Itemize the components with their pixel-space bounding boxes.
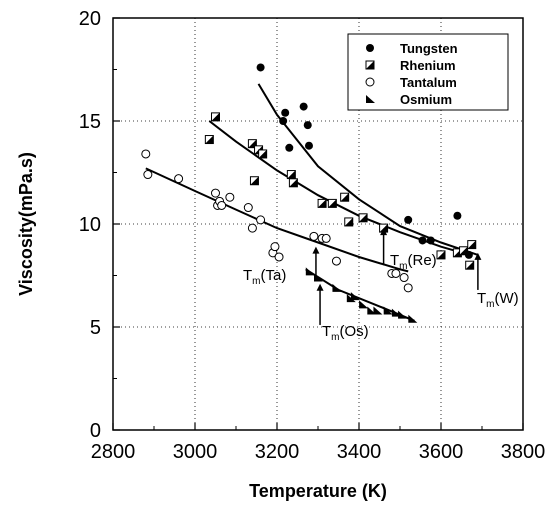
rhenium-point: [249, 176, 259, 186]
tm-arrow-head: [312, 246, 320, 254]
tantalum-point: [225, 192, 235, 202]
tantalum-point: [274, 252, 284, 262]
tantalum-point: [321, 233, 331, 243]
tantalum-point: [403, 283, 413, 293]
tungsten-point: [404, 215, 413, 224]
osmium-point: [305, 267, 315, 276]
x-tick-label: 3000: [173, 441, 218, 463]
rhenium-point: [327, 198, 337, 208]
tungsten-point: [285, 143, 294, 152]
axis-ticks: 2800 3000 3200 3400 3600 3800 0 5 10 15 20: [79, 8, 546, 463]
rhenium-point: [286, 170, 296, 180]
rhenium-point: [317, 198, 327, 208]
osmium-point: [373, 306, 383, 315]
y-tick-label: 0: [90, 420, 101, 442]
tantalum-point: [243, 203, 253, 213]
tm-label: Tm(Os): [322, 323, 369, 343]
osmium-point: [408, 314, 418, 323]
rhenium-point: [344, 217, 354, 227]
legend-marker-rhenium: [365, 60, 375, 70]
rhenium-point: [340, 192, 350, 202]
x-tick-label: 3600: [419, 441, 464, 463]
tantalum-point: [256, 215, 266, 225]
legend-marker-tungsten: [366, 44, 374, 52]
rhenium-point: [459, 246, 469, 256]
legend-marker-osmium: [366, 95, 375, 103]
tantalum-point: [174, 174, 184, 184]
tungsten-point: [303, 121, 312, 130]
rhenium-point: [465, 260, 475, 270]
tm-arrow-head: [474, 252, 482, 260]
tungsten-point: [299, 102, 308, 111]
legend-marker-tantalum: [365, 77, 375, 87]
legend-label-tungsten: Tungsten: [400, 41, 458, 56]
osmium-point: [359, 300, 369, 309]
tungsten-point: [281, 108, 290, 117]
rhenium-point: [204, 135, 214, 145]
tantalum-point: [309, 231, 319, 241]
osmium-point: [350, 292, 360, 301]
tantalum-point: [399, 273, 409, 283]
y-tick-label: 20: [79, 8, 101, 30]
y-tick-label: 15: [79, 111, 101, 133]
rhenium-point: [288, 178, 298, 188]
tantalum-point: [211, 188, 220, 198]
legend-label-osmium: Osmium: [400, 92, 452, 107]
rhenium-point: [467, 240, 477, 250]
tantalum-point: [270, 242, 280, 252]
tantalum-point: [247, 223, 257, 233]
tm-label: Tm(Re): [390, 252, 437, 272]
fit-curves: [145, 83, 479, 322]
tantalum-point: [141, 149, 151, 159]
tungsten-point: [304, 141, 313, 150]
tm-label: Tm(Ta): [243, 267, 286, 287]
tantalum-point: [143, 170, 153, 180]
rhenium-point: [436, 250, 446, 260]
osmium-point: [332, 283, 342, 292]
x-axis-label: Temperature (K): [249, 481, 387, 501]
x-tick-label: 3400: [337, 441, 382, 463]
x-tick-label: 3200: [255, 441, 300, 463]
legend-label-rhenium: Rhenium: [400, 58, 456, 73]
tungsten-point: [256, 63, 265, 72]
tantalum-fit-curve: [145, 167, 409, 273]
legend-label-tantalum: Tantalum: [400, 75, 457, 90]
tm-arrow-head: [316, 283, 324, 291]
tm-arrow-head: [380, 228, 388, 236]
tungsten-point: [418, 236, 427, 245]
tungsten-point: [426, 236, 435, 245]
osmium-point: [383, 306, 393, 315]
tungsten-fit-curve: [257, 83, 479, 256]
tantalum-point: [331, 256, 341, 266]
osmium-point: [398, 310, 408, 319]
legend: Tungsten Rhenium Tantalum Osmium: [347, 33, 509, 111]
y-axis-label: Viscosity(mPa.s): [16, 152, 36, 296]
rhenium-fit-curve: [208, 120, 470, 256]
legend-box: [347, 33, 509, 111]
tungsten-point: [279, 117, 288, 125]
y-tick-label: 10: [79, 214, 101, 236]
annotations: Tm(Ta) Tm(Re) Tm(Os) Tm(W): [243, 252, 519, 343]
tungsten-point: [453, 211, 462, 220]
x-tick-label: 3800: [501, 441, 546, 463]
y-tick-label: 5: [90, 317, 101, 339]
tantalum-point: [217, 200, 227, 210]
rhenium-point: [258, 149, 268, 159]
x-tick-label: 2800: [91, 441, 136, 463]
tm-label: Tm(W): [477, 290, 519, 310]
rhenium-point: [358, 213, 368, 223]
melting-point-arrows: [312, 228, 482, 325]
data-points: [141, 63, 477, 323]
rhenium-point: [211, 112, 220, 122]
tantalum-point: [391, 268, 401, 278]
